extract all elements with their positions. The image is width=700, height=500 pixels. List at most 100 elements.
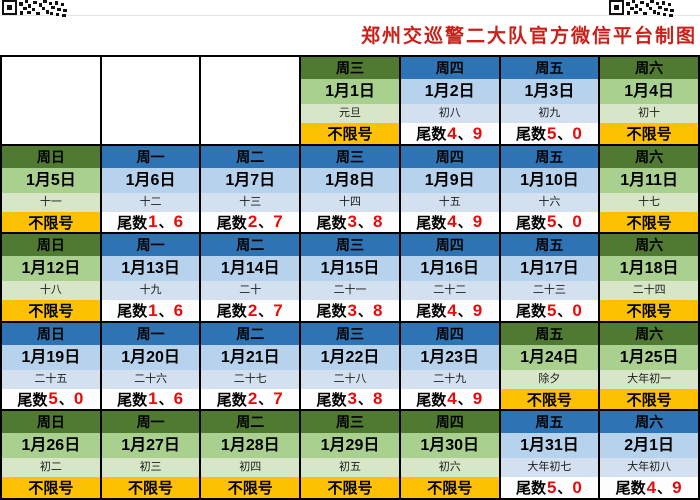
calendar-day-cell: 周二 1月28日 初四 不限号: [201, 411, 300, 498]
weekday-header: 周日: [2, 234, 100, 257]
restriction-label: 尾数 2、 7: [201, 300, 300, 321]
calendar-day-cell: 周三 1月22日 二十八 尾数 3、 8: [301, 322, 399, 410]
date-label: 1月26日: [2, 433, 100, 459]
restriction-label: 尾数 1、 6: [101, 300, 200, 321]
lunar-label: 十一: [2, 192, 100, 212]
weekday-header: 周五: [500, 234, 599, 257]
restriction-label: 不限号: [600, 211, 698, 233]
restriction-label: 不限号: [2, 300, 100, 321]
lunar-label: 十二: [101, 192, 200, 212]
calendar-day-cell: 周日 1月5日 十一 不限号: [2, 145, 100, 233]
restriction-label: 尾数 4、 9: [400, 211, 499, 233]
restriction-label: 尾数 5、 0: [500, 123, 599, 144]
weekday-header: 周二: [201, 145, 300, 168]
date-label: 1月29日: [301, 433, 399, 459]
restriction-label: 尾数 5、 0: [500, 477, 599, 498]
calendar-day-cell: 周三 1月29日 初五 不限号: [301, 411, 399, 498]
date-label: 1月28日: [201, 433, 300, 459]
date-label: 1月10日: [500, 167, 599, 193]
restriction-label: 尾数 4、 9: [400, 388, 499, 410]
lunar-label: 大年初八: [600, 458, 698, 478]
weekday-header: 周六: [600, 145, 698, 168]
date-label: 1月18日: [600, 256, 698, 282]
calendar-day-cell: 周六 2月1日 大年初八 尾数 4、 9: [600, 411, 698, 498]
calendar-day-cell: 周四 1月2日 初八 尾数 4、 9: [400, 57, 499, 144]
calendar-day-cell: 周五 1月24日 除夕 不限号: [500, 322, 599, 410]
qr-code-icon: [2, 0, 67, 17]
restriction-label: 不限号: [600, 300, 698, 321]
weekday-header: 周一: [101, 322, 200, 345]
lunar-label: 二十七: [201, 369, 300, 389]
date-label: 1月24日: [500, 344, 599, 370]
weekday-header: 周六: [600, 57, 698, 79]
date-label: 1月30日: [400, 433, 499, 459]
weekday-header: 周六: [600, 234, 698, 257]
calendar-day-cell: 周三 1月8日 十四 尾数 3、 8: [301, 145, 399, 233]
lunar-label: 十四: [301, 192, 399, 212]
weekday-header: 周二: [201, 234, 300, 257]
date-label: 1月4日: [600, 79, 698, 104]
date-label: 1月7日: [201, 167, 300, 193]
restriction-label: 尾数 2、 7: [201, 211, 300, 233]
restriction-label: 尾数 1、 6: [101, 211, 200, 233]
restriction-label: 不限号: [500, 388, 599, 410]
lunar-label: 十三: [201, 192, 300, 212]
lunar-label: 大年初七: [500, 458, 599, 478]
lunar-label: 十六: [500, 192, 599, 212]
date-label: 1月12日: [2, 256, 100, 282]
weekday-header: 周四: [400, 411, 499, 434]
lunar-label: 除夕: [500, 369, 599, 389]
weekday-header: 周二: [201, 322, 300, 345]
lunar-label: 初八: [400, 104, 499, 123]
weekday-header: 周六: [600, 322, 698, 345]
lunar-label: 二十八: [301, 369, 399, 389]
date-label: 1月17日: [500, 256, 599, 282]
lunar-label: 初四: [201, 458, 300, 478]
calendar-day-cell: 周五 1月31日 大年初七 尾数 5、 0: [500, 411, 599, 498]
date-label: 1月13日: [101, 256, 200, 282]
restriction-label: 不限号: [201, 477, 300, 498]
calendar-day-cell: 周四 1月23日 二十九 尾数 4、 9: [400, 322, 499, 410]
lunar-label: 二十五: [2, 369, 100, 389]
date-label: 1月21日: [201, 344, 300, 370]
weekday-header: 周三: [301, 411, 399, 434]
calendar-day-cell: 周四 1月30日 初六 不限号: [400, 411, 499, 498]
calendar-day-cell: 周三 1月15日 二十一 尾数 3、 8: [301, 234, 399, 321]
weekday-header: 周三: [301, 145, 399, 168]
calendar-day-cell: 周五 1月3日 初九 尾数 5、 0: [500, 57, 599, 144]
lunar-label: 二十九: [400, 369, 499, 389]
restriction-label: 不限号: [301, 477, 399, 498]
calendar-day-cell: 周六 1月18日 二十四 不限号: [600, 234, 698, 321]
page-title: 郑州交巡警二大队官方微信平台制图: [360, 26, 697, 47]
lunar-label: 初二: [2, 458, 100, 478]
qr-code-icon: [609, 0, 674, 17]
empty-cell: [101, 57, 200, 144]
lunar-label: 初三: [101, 458, 200, 478]
date-label: 1月6日: [101, 167, 200, 193]
restriction-label: 不限号: [2, 211, 100, 233]
weekday-header: 周五: [500, 57, 599, 79]
calendar-day-cell: 周一 1月6日 十二 尾数 1、 6: [101, 145, 200, 233]
weekday-header: 周五: [500, 145, 599, 168]
lunar-label: 元旦: [301, 104, 399, 123]
date-label: 1月9日: [400, 167, 499, 193]
restriction-calendar: 周三 1月1日 元旦 不限号 周四 1月2日 初八 尾数 4、 9 周五 1月3日 …: [0, 55, 700, 500]
empty-cell: [201, 57, 300, 144]
calendar-day-cell: 周二 1月21日 二十七 尾数 2、 7: [201, 322, 300, 410]
weekday-header: 周六: [600, 411, 698, 434]
calendar-day-cell: 周六 1月4日 初十 不限号: [600, 57, 698, 144]
lunar-label: 二十三: [500, 281, 599, 301]
restriction-label: 不限号: [101, 477, 200, 498]
restriction-label: 尾数 3、 8: [301, 388, 399, 410]
restriction-label: 尾数 1、 6: [101, 388, 200, 410]
date-label: 1月22日: [301, 344, 399, 370]
weekday-header: 周日: [2, 411, 100, 434]
weekday-header: 周三: [301, 322, 399, 345]
restriction-label: 尾数 2、 7: [201, 388, 300, 410]
date-label: 1月20日: [101, 344, 200, 370]
calendar-day-cell: 周四 1月9日 十五 尾数 4、 9: [400, 145, 499, 233]
restriction-label: 不限号: [600, 388, 698, 410]
lunar-label: 二十: [201, 281, 300, 301]
lunar-label: 初九: [500, 104, 599, 123]
